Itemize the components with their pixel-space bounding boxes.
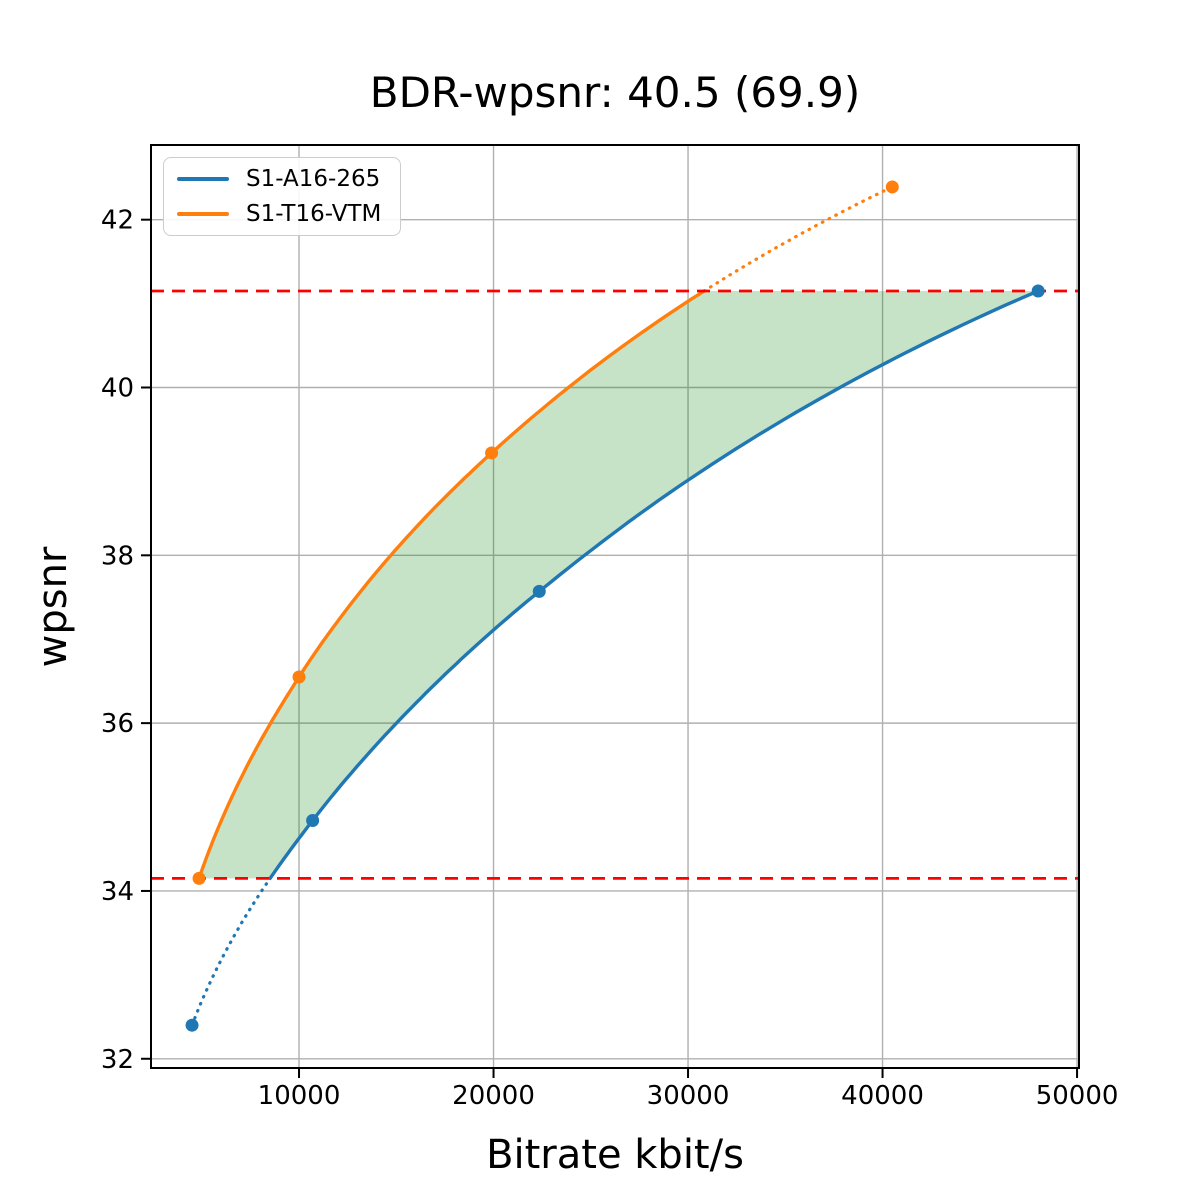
x-tick-label: 20000 bbox=[452, 1081, 535, 1111]
series-orange-solid-curve bbox=[197, 289, 706, 881]
data-point-blue bbox=[306, 813, 320, 827]
y-axis-label: wpsnr bbox=[30, 546, 76, 668]
y-tick-label: 36 bbox=[101, 709, 134, 739]
y-tick-label: 34 bbox=[101, 877, 134, 907]
plot-border bbox=[150, 144, 1080, 1069]
series-orange-dotted-curve bbox=[702, 185, 894, 293]
y-tick-label: 40 bbox=[101, 373, 134, 403]
data-point-orange bbox=[292, 670, 306, 684]
legend-line-sample-blue bbox=[177, 177, 229, 181]
x-tick-label: 50000 bbox=[1036, 1081, 1119, 1111]
legend-label: S1-T16-VTM bbox=[246, 201, 382, 227]
data-point-orange bbox=[485, 446, 499, 460]
data-point-orange bbox=[885, 180, 899, 194]
x-tick-label: 10000 bbox=[258, 1081, 341, 1111]
chart-title: BDR-wpsnr: 40.5 (69.9) bbox=[369, 68, 861, 117]
legend-line-sample-orange bbox=[177, 212, 229, 216]
x-tick-label: 30000 bbox=[647, 1081, 730, 1111]
x-axis-label: Bitrate kbit/s bbox=[486, 1132, 744, 1178]
data-point-orange bbox=[192, 871, 206, 885]
y-tick-label: 38 bbox=[101, 541, 134, 571]
bd-rate-area bbox=[199, 291, 1039, 879]
legend-entry-s1-a16-265: S1-A16-265 bbox=[164, 166, 400, 192]
legend: S1-A16-265 S1-T16-VTM bbox=[163, 157, 401, 236]
series-blue-solid-curve bbox=[268, 289, 1040, 881]
y-tick-label: 42 bbox=[101, 206, 134, 236]
legend-label: S1-A16-265 bbox=[246, 166, 381, 192]
series-blue-dotted-curve bbox=[190, 876, 272, 1027]
data-point-blue bbox=[185, 1018, 199, 1032]
legend-entry-s1-t16-vtm: S1-T16-VTM bbox=[164, 201, 400, 227]
y-tick-label: 32 bbox=[101, 1045, 134, 1075]
data-point-blue bbox=[532, 584, 546, 598]
x-tick-label: 40000 bbox=[841, 1081, 924, 1111]
data-point-blue bbox=[1031, 284, 1045, 298]
